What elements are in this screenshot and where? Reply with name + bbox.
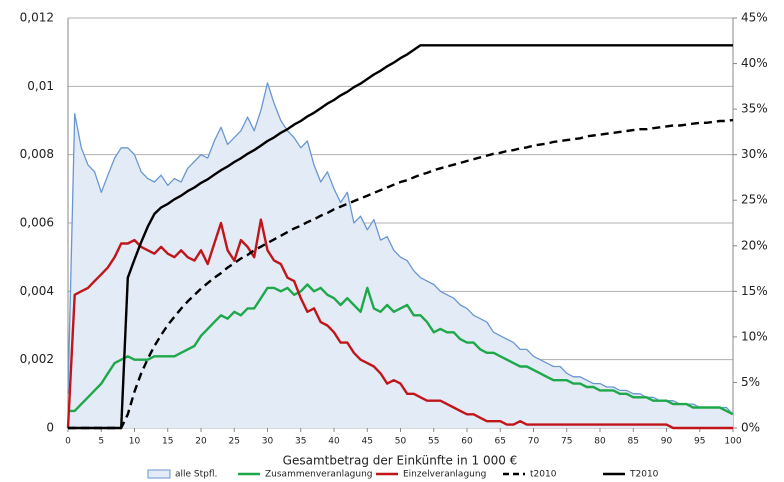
y-tick-label: 0,004	[20, 284, 54, 298]
x-tick-label: 70	[528, 437, 540, 447]
y2-tick-label: 5%	[741, 375, 760, 389]
x-tick-label: 40	[328, 437, 340, 447]
legend-label: t2010	[530, 470, 557, 480]
x-tick-label: 95	[694, 437, 705, 447]
y2-tick-label: 40%	[741, 56, 768, 70]
y2-tick-label: 30%	[741, 147, 768, 161]
y2-tick-label: 45%	[741, 11, 768, 25]
x-tick-label: 0	[65, 437, 71, 447]
x-tick-label: 20	[195, 437, 207, 447]
y2-tick-label: 10%	[741, 329, 768, 343]
legend-label: alle Stpfl.	[175, 470, 217, 480]
x-tick-label: 60	[461, 437, 473, 447]
y-tick-label: 0,006	[20, 216, 54, 230]
x-tick-label: 90	[661, 437, 673, 447]
x-tick-label: 80	[594, 437, 606, 447]
x-tick-label: 25	[229, 437, 240, 447]
series-line	[67, 82, 734, 415]
legend-label: Zusammenveranlagung	[265, 470, 372, 480]
series-line	[68, 283, 734, 416]
x-tick-label: 30	[262, 437, 274, 447]
x-axis-title: Gesamtbetrag der Einkünfte in 1 000 €	[283, 454, 518, 468]
y2-tick-label: 0%	[741, 421, 760, 435]
x-tick-label: 10	[129, 437, 141, 447]
x-tick-label: 5	[98, 437, 104, 447]
legend-label: T2010	[629, 470, 659, 480]
x-tick-label: 35	[295, 437, 306, 447]
x-tick-label: 45	[362, 437, 373, 447]
x-tick-label: 15	[162, 437, 173, 447]
area	[68, 82, 733, 429]
x-tick-label: 75	[561, 437, 572, 447]
legend-label: Einzelveranlagung	[403, 470, 486, 480]
y-tick-label: 0,008	[20, 147, 54, 161]
y-tick-label: 0,012	[20, 11, 54, 25]
y-tick-label: 0	[46, 421, 54, 435]
y2-tick-label: 35%	[741, 102, 768, 116]
y2-tick-label: 20%	[741, 238, 768, 252]
y2-tick-label: 25%	[741, 193, 768, 207]
x-tick-label: 65	[495, 437, 506, 447]
y-tick-label: 0,002	[20, 352, 54, 366]
y2-tick-label: 15%	[741, 284, 768, 298]
series-line	[68, 118, 734, 430]
series-line	[68, 44, 733, 430]
y-tick-label: 0,01	[27, 79, 54, 93]
x-tick-label: 55	[428, 437, 439, 447]
x-tick-label: 85	[628, 437, 639, 447]
series-line	[66, 218, 733, 430]
x-tick-label: 50	[395, 437, 407, 447]
legend-swatch	[147, 469, 171, 479]
x-tick-label: 100	[724, 437, 741, 447]
